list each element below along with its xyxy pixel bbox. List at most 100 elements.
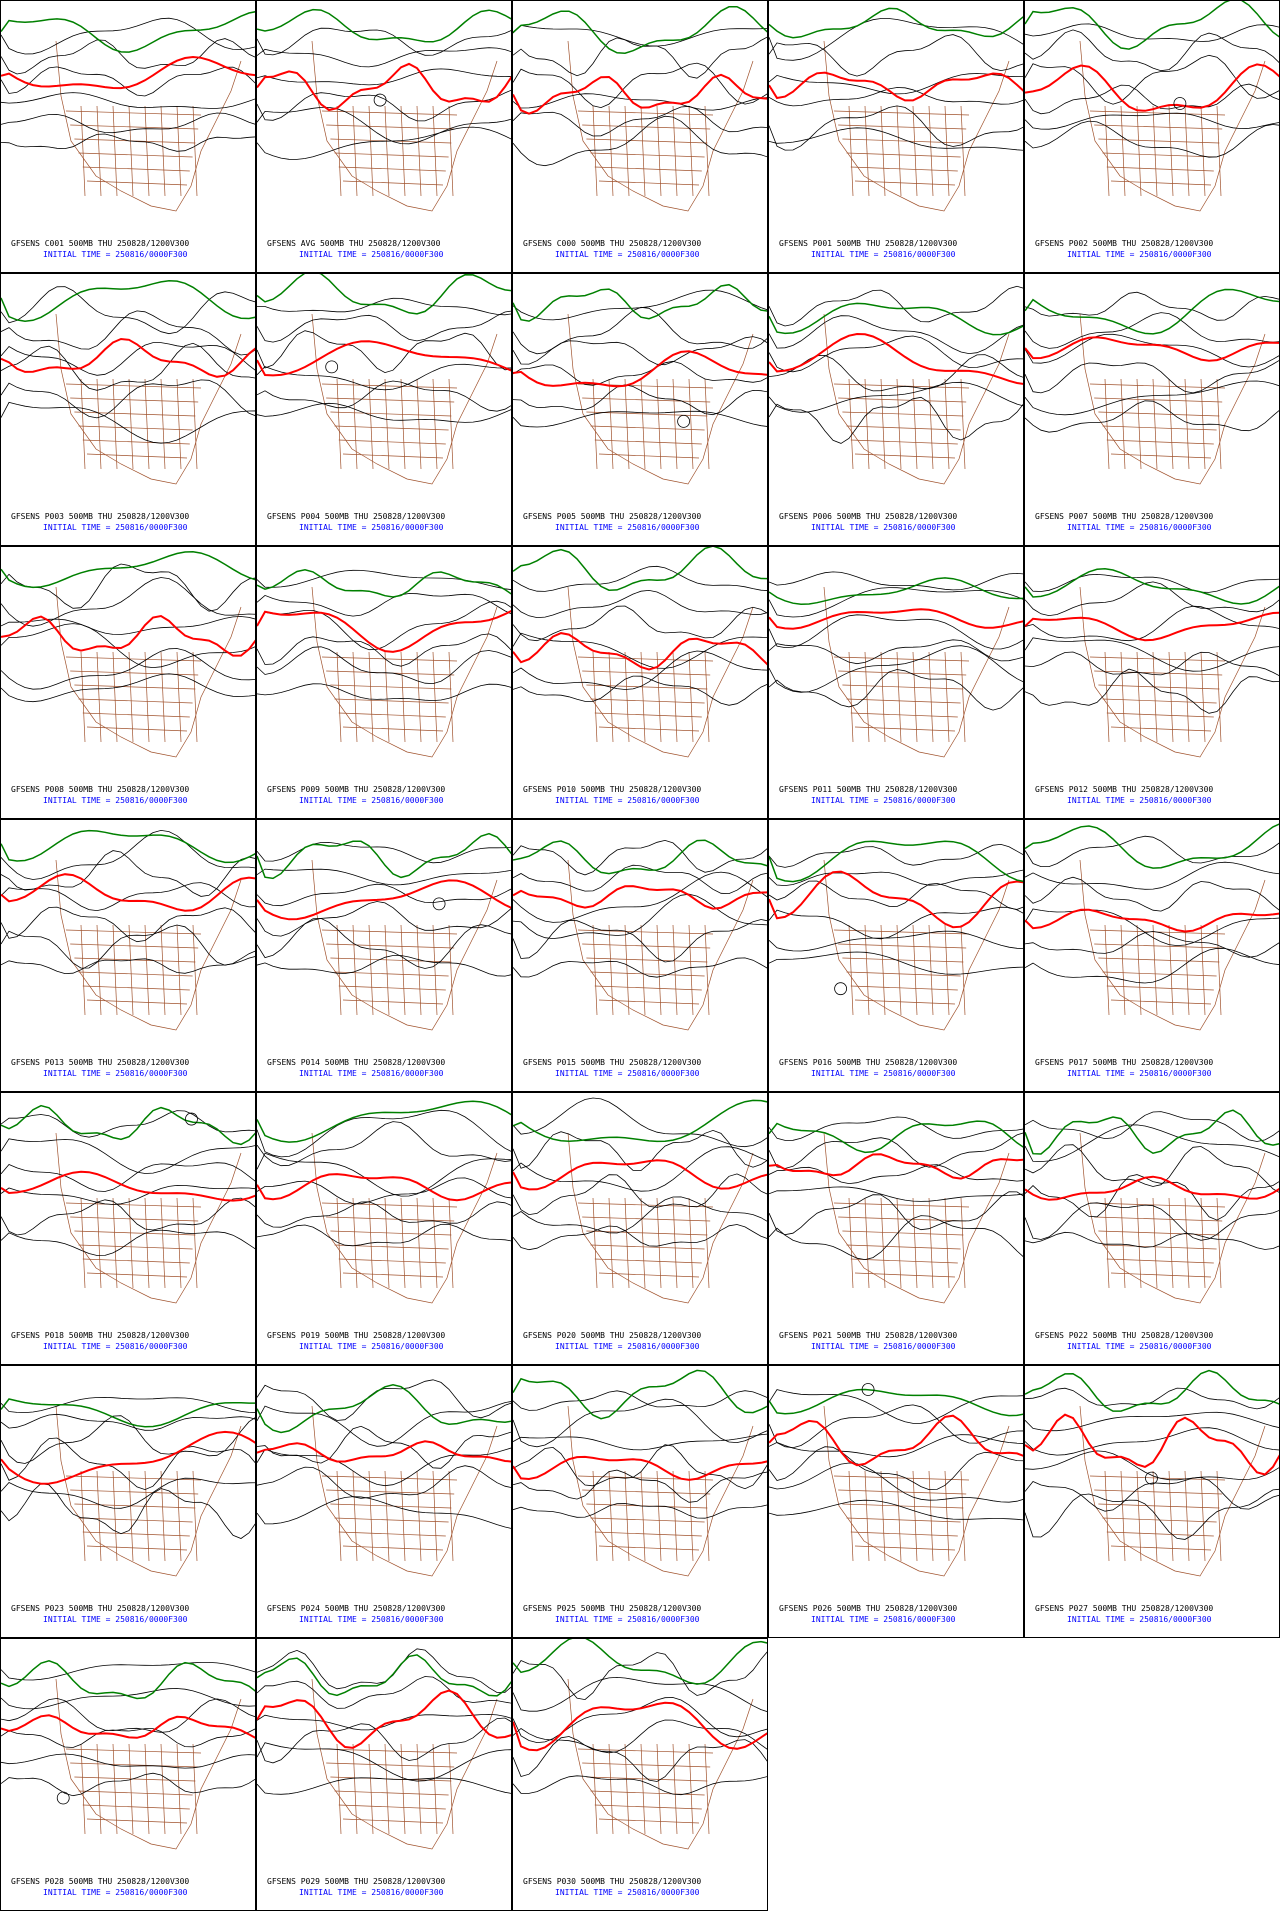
- state-line: [672, 1470, 678, 1562]
- contour: [513, 115, 767, 167]
- run-label: GFSENS P015 500MB THU 250828/1200V300: [523, 1058, 702, 1067]
- state-line: [326, 1762, 455, 1768]
- state-line: [338, 1804, 446, 1810]
- init-time-label: INITIAL TIME = 250816/0000F300: [299, 1888, 444, 1897]
- state-line: [80, 1743, 86, 1835]
- state-line: [842, 411, 964, 417]
- contour: [257, 1177, 511, 1205]
- init-time-label: INITIAL TIME = 250816/0000F300: [43, 1342, 188, 1351]
- contour: [1, 66, 255, 97]
- state-line: [416, 651, 422, 743]
- state-line: [896, 924, 902, 1016]
- contour: [769, 1389, 1023, 1424]
- state-line: [1102, 1244, 1217, 1250]
- state-line: [112, 1470, 118, 1562]
- state-line: [82, 712, 190, 718]
- map-panel: GFSENS P020 500MB THU 250828/1200V300 INI…: [512, 1092, 768, 1365]
- contour-552: [257, 1384, 511, 1434]
- contour: [257, 955, 511, 977]
- state-line: [864, 378, 870, 470]
- state-line: [846, 1244, 961, 1250]
- init-time-label: INITIAL TIME = 250816/0000F300: [811, 1069, 956, 1078]
- state-line: [448, 1470, 454, 1562]
- state-line: [96, 378, 102, 470]
- init-time-label: INITIAL TIME = 250816/0000F300: [43, 1615, 188, 1624]
- state-line: [82, 166, 190, 172]
- contour: [513, 893, 767, 940]
- state-line: [1200, 378, 1206, 470]
- state-line: [704, 924, 710, 1016]
- state-line: [854, 999, 956, 1005]
- contour: [513, 1736, 767, 1782]
- contour: [769, 1446, 1023, 1491]
- state-line: [880, 1470, 886, 1562]
- contour: [513, 565, 767, 592]
- state-line: [448, 924, 454, 1016]
- contour: [1025, 1144, 1279, 1193]
- contour: [1, 1477, 255, 1509]
- state-line: [416, 924, 422, 1016]
- contour: [1, 1197, 255, 1236]
- map-panel: GFSENS P002 500MB THU 250828/1200V300 INI…: [1024, 0, 1280, 273]
- state-line: [594, 712, 702, 718]
- borders: [311, 859, 498, 1031]
- state-line: [590, 698, 705, 704]
- contour: [257, 1425, 511, 1469]
- state-line: [1098, 411, 1220, 417]
- map: [769, 1116, 1023, 1304]
- contour-552: [1025, 823, 1279, 869]
- coast: [567, 40, 754, 212]
- state-line: [1094, 124, 1223, 130]
- state-line: [592, 924, 598, 1016]
- contour: [1025, 400, 1279, 433]
- contour: [1, 850, 255, 897]
- state-line: [65, 1202, 202, 1208]
- state-line: [1136, 378, 1142, 470]
- state-line: [1098, 1230, 1220, 1236]
- contour: [1, 401, 255, 444]
- state-line: [944, 1470, 950, 1562]
- state-line: [624, 1470, 630, 1562]
- state-line: [82, 1531, 190, 1537]
- state-line: [1102, 425, 1217, 431]
- contour: [257, 1379, 511, 1421]
- run-label: GFSENS P011 500MB THU 250828/1200V300: [779, 785, 958, 794]
- state-line: [842, 1230, 964, 1236]
- map: [1, 280, 255, 485]
- contour-552: [1, 1660, 255, 1700]
- map: [513, 1097, 767, 1304]
- contour: [1025, 1450, 1279, 1481]
- state-line: [880, 924, 886, 1016]
- contour: [1025, 291, 1279, 321]
- state-line: [326, 124, 455, 130]
- contour: [769, 73, 1023, 95]
- state-line: [192, 1743, 198, 1835]
- contour-576: [257, 609, 511, 653]
- contour: [769, 951, 1023, 975]
- state-line: [448, 1743, 454, 1835]
- contour: [1025, 581, 1279, 617]
- state-line: [1102, 971, 1217, 977]
- contour: [513, 1651, 767, 1701]
- contour: [257, 330, 511, 374]
- state-line: [80, 924, 86, 1016]
- state-line: [432, 105, 438, 197]
- state-line: [656, 924, 662, 1016]
- state-line: [1168, 105, 1174, 197]
- contour: [1, 1437, 255, 1491]
- state-line: [384, 1197, 390, 1289]
- run-label: GFSENS P021 500MB THU 250828/1200V300: [779, 1331, 958, 1340]
- coast: [823, 1132, 1010, 1304]
- state-line: [326, 1489, 455, 1495]
- state-line: [160, 1197, 166, 1289]
- contour: [1, 342, 255, 391]
- contour-552: [769, 1120, 1023, 1154]
- contour: [769, 396, 1023, 444]
- borders: [55, 586, 242, 758]
- contour-576: [1025, 908, 1279, 933]
- run-label: GFSENS P016 500MB THU 250828/1200V300: [779, 1058, 958, 1067]
- state-line: [1106, 1258, 1214, 1264]
- state-line: [448, 105, 454, 197]
- state-line: [608, 924, 614, 1016]
- run-label: GFSENS P002 500MB THU 250828/1200V300: [1035, 239, 1214, 248]
